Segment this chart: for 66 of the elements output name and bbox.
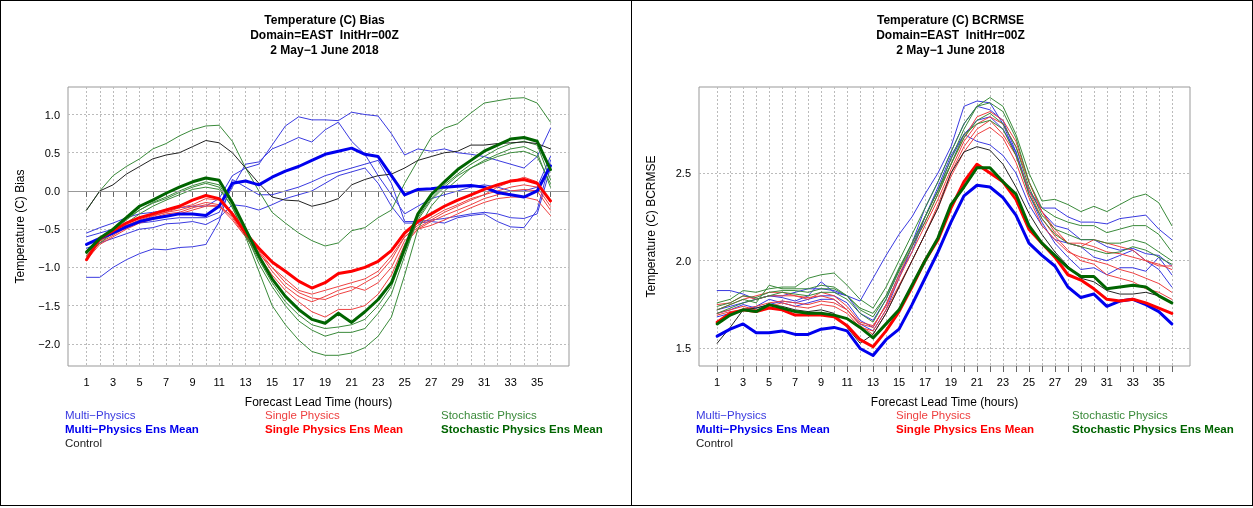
x-tick-label: 3 [740,375,747,388]
text: Single Physics [265,409,341,421]
x-tick-label: 13 [239,375,252,388]
x-tick-label: 7 [792,375,799,388]
x-tick-label: 9 [189,375,196,388]
y-tick-label: −1.0 [38,261,60,274]
x-tick-label: 23 [372,375,385,388]
y-axis-title: Temperature (C) Bias [13,169,27,284]
text: Multi−Physics [65,409,137,421]
x-tick-label: 13 [866,375,880,388]
x-tick-label: 35 [1152,375,1165,388]
text: Stochastic Physics Ens Mean [441,423,604,435]
y-axis-title: Temperature (C) BCRMSE [644,155,658,298]
x-tick-label: 25 [1022,375,1036,388]
text: Stochastic Physics [441,409,538,421]
x-tick-label: 3 [110,375,117,388]
y-tick-label: −0.5 [38,223,60,236]
text: Single Physics [896,409,972,421]
text: Control [696,437,735,449]
text: Stochastic Physics [1072,409,1169,421]
x-tick-label: 11 [841,375,853,388]
x-tick-label: 5 [136,375,143,388]
x-tick-label: 1 [83,375,90,388]
y-tick-label: 1.0 [44,108,60,121]
x-tick-label: 21 [345,375,358,388]
x-tick-label: 11 [213,375,225,388]
x-tick-label: 29 [1074,375,1088,388]
y-tick-label: 0.5 [44,146,60,159]
x-tick-label: 27 [425,375,438,388]
x-tick-label: 33 [504,375,517,388]
x-tick-label: 17 [918,375,932,388]
y-tick-label: 0.0 [44,184,60,197]
x-tick-label: 7 [163,375,170,388]
x-tick-label: 15 [265,375,279,388]
y-tick-label: 1.5 [675,342,691,355]
x-tick-label: 19 [319,375,332,388]
x-tick-label: 17 [292,375,305,388]
y-tick-label: −2.0 [38,337,60,350]
text: Stochastic Physics Ens Mean [1072,423,1235,435]
x-tick-label: 19 [944,375,958,388]
text: Multi−Physics [696,409,768,421]
text: Single Physics Ens Mean [896,423,1036,435]
x-tick-label: 23 [996,375,1010,388]
x-tick-label: 25 [398,375,411,388]
text: Multi−Physics Ens Mean [65,423,200,435]
y-tick-label: 2.5 [675,166,691,179]
x-tick-label: 9 [818,375,825,388]
x-tick-label: 21 [970,375,984,388]
chart-title: Temperature (C) Bias Domain=EAST InitHr=00Z 2 May−1 June 2018 [250,12,399,57]
x-tick-label: 33 [1126,375,1139,388]
text: Multi−Physics Ens Mean [696,423,831,435]
chart-title: Temperature (C) BCRMSE Domain=EAST InitHr=00Z 2 May−1 June 2018 [876,12,1025,57]
y-tick-label: 2.0 [675,254,691,267]
x-axis-title: Forecast Lead Time (hours) [870,395,1019,409]
text: Single Physics Ens Mean [265,423,405,435]
x-tick-label: 27 [1048,375,1062,388]
x-axis-title: Forecast Lead Time (hours) [244,395,393,409]
text: Control [65,437,104,449]
x-tick-label: 5 [766,375,773,388]
x-tick-label: 31 [1100,375,1113,388]
x-tick-label: 35 [531,375,544,388]
x-tick-label: 15 [892,375,906,388]
x-tick-label: 31 [478,375,491,388]
x-tick-label: 1 [714,375,721,388]
x-tick-label: 29 [451,375,464,388]
y-tick-label: −1.5 [38,299,60,312]
